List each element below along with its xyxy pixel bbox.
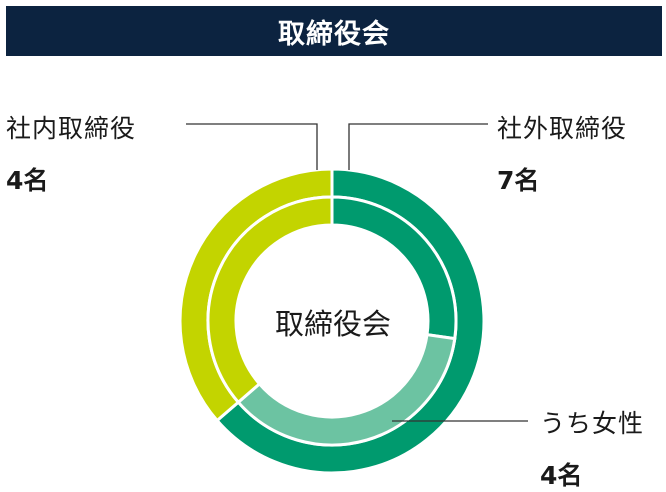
outside-directors-count: 7名: [497, 166, 540, 195]
female-directors-label: うち女性: [540, 409, 645, 438]
center-label: 取締役会: [275, 307, 391, 341]
inside-directors-count: 4名: [6, 166, 49, 195]
inside-directors-label: 社内取締役: [6, 114, 137, 143]
leader-line-outside: [348, 123, 488, 170]
inner-ring: [206, 195, 458, 447]
outside-directors-label: 社外取締役: [497, 114, 628, 143]
chart-title: 取締役会: [6, 6, 662, 56]
inner-slice-2: [206, 195, 334, 405]
female-directors-count: 4名: [540, 461, 583, 490]
leader-line-inside: [186, 123, 318, 170]
